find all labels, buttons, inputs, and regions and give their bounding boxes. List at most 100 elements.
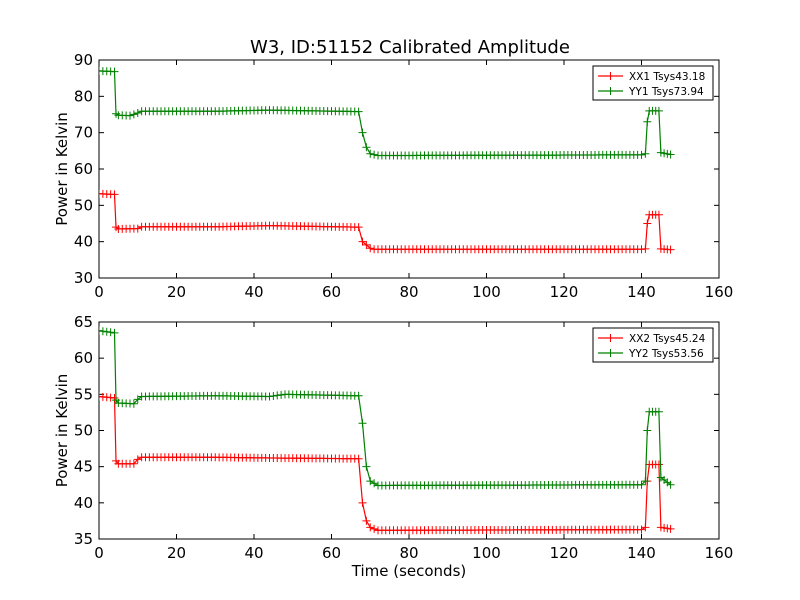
data-point-marker <box>641 477 650 486</box>
figure-title: W3, ID:51152 Calibrated Amplitude <box>250 37 570 58</box>
legend-swatch-marker <box>606 349 615 357</box>
x-tick-label: 80 <box>399 544 418 562</box>
legend-label: YY2 Tsys53.56 <box>628 348 704 360</box>
y-tick-label: 40 <box>74 494 93 512</box>
data-point-marker <box>643 426 652 435</box>
x-tick-label: 120 <box>550 544 579 562</box>
y-tick-label: 70 <box>74 124 93 142</box>
data-point-marker <box>358 419 367 428</box>
y-tick-label: 50 <box>74 196 93 214</box>
data-point-marker <box>641 149 650 158</box>
data-point-marker <box>370 150 379 159</box>
data-point-marker <box>362 516 371 525</box>
data-point-marker <box>362 462 371 471</box>
x-tick-label: 40 <box>244 283 263 301</box>
data-point-marker <box>366 149 375 158</box>
y-tick-label: 55 <box>74 385 93 403</box>
y-tick-label: 65 <box>74 313 93 331</box>
data-point-marker <box>643 117 652 126</box>
data-point-marker <box>654 106 663 115</box>
bottom-chart: 0 20 40 60 80 100 120 140 160 35 40 45 50 55 60 65 Power… <box>53 313 733 580</box>
series-group <box>99 326 675 535</box>
x-tick-label: 60 <box>322 544 341 562</box>
legend: XX2 Tsys45.24 YY2 Tsys53.56 <box>592 327 714 363</box>
y-tick-label: 50 <box>74 422 93 440</box>
data-point-marker <box>362 240 371 249</box>
y-tick-label: 35 <box>74 530 93 548</box>
data-point-marker <box>656 148 665 157</box>
data-point-marker <box>354 107 363 116</box>
data-point-marker <box>110 328 119 337</box>
y-tick-label: 90 <box>74 51 93 69</box>
legend: XX1 Tsys43.18 YY1 Tsys73.94 <box>592 65 714 101</box>
y-tick-label: 80 <box>74 87 93 105</box>
legend-swatch-marker <box>606 334 615 342</box>
data-point-marker <box>666 245 675 254</box>
data-point-marker <box>637 480 646 489</box>
data-point-marker <box>102 327 111 336</box>
legend-label: XX1 Tsys43.18 <box>629 71 705 83</box>
data-point-marker <box>666 150 675 159</box>
data-point-marker <box>354 223 363 232</box>
x-axis-label: Time (seconds) <box>351 562 467 580</box>
data-point-marker <box>265 392 274 401</box>
x-tick-label: 40 <box>244 544 263 562</box>
legend-box <box>592 65 714 101</box>
top-chart: 0 20 40 60 80 100 120 140 160 30 40 50 60 70 80 90 Power… <box>53 51 733 301</box>
data-point-marker <box>269 391 278 400</box>
legend-swatch-marker <box>606 72 615 80</box>
data-point-marker <box>106 328 115 337</box>
x-tick-label: 120 <box>550 283 579 301</box>
series-group <box>99 66 675 254</box>
x-tick-label: 20 <box>167 544 186 562</box>
data-point-marker <box>126 111 134 120</box>
data-point-marker <box>641 523 650 532</box>
data-point-marker <box>354 454 363 463</box>
data-point-marker <box>133 224 142 233</box>
x-tick-label: 160 <box>705 544 734 562</box>
y-tick-label: 30 <box>74 269 93 287</box>
x-tick-label: 140 <box>627 283 656 301</box>
y-tick-label: 40 <box>74 233 93 251</box>
data-point-marker <box>654 407 663 416</box>
x-tick-label: 160 <box>705 283 734 301</box>
data-point-marker <box>366 244 375 253</box>
data-point-marker <box>654 460 663 469</box>
x-tick-label: 100 <box>472 544 501 562</box>
data-point-marker <box>358 237 367 246</box>
data-point-marker <box>637 150 646 159</box>
data-point-marker <box>129 459 138 468</box>
data-point-marker <box>129 110 138 119</box>
y-tick-label: 60 <box>74 160 93 178</box>
data-point-marker <box>99 327 107 336</box>
data-point-marker <box>99 326 103 335</box>
x-tick-label: 0 <box>94 544 104 562</box>
data-point-marker <box>643 219 652 228</box>
data-point-marker <box>641 244 650 253</box>
data-point-marker <box>358 498 367 507</box>
y-axis-label: Power in Kelvin <box>53 374 71 488</box>
data-point-marker <box>663 149 672 158</box>
data-point-marker <box>660 149 669 158</box>
data-point-marker <box>666 524 675 533</box>
data-point-marker <box>370 524 379 533</box>
legend-label: YY1 Tsys73.94 <box>628 86 704 98</box>
data-point-marker <box>277 390 286 399</box>
data-point-marker <box>654 210 663 219</box>
y-axis-label: Power in Kelvin <box>53 112 71 226</box>
legend-swatch-marker <box>606 87 615 95</box>
data-point-marker <box>110 67 119 76</box>
data-point-marker <box>354 391 363 400</box>
data-point-marker <box>666 480 675 489</box>
legend-label: XX2 Tsys45.24 <box>629 333 706 345</box>
data-point-marker <box>273 391 282 400</box>
x-tick-label: 80 <box>399 283 418 301</box>
data-point-marker <box>133 109 142 118</box>
x-tick-label: 20 <box>167 283 186 301</box>
data-point-marker <box>358 128 367 137</box>
x-tick-label: 60 <box>322 283 341 301</box>
data-point-marker <box>362 143 371 152</box>
data-point-marker <box>366 523 375 532</box>
legend-box <box>592 327 714 363</box>
